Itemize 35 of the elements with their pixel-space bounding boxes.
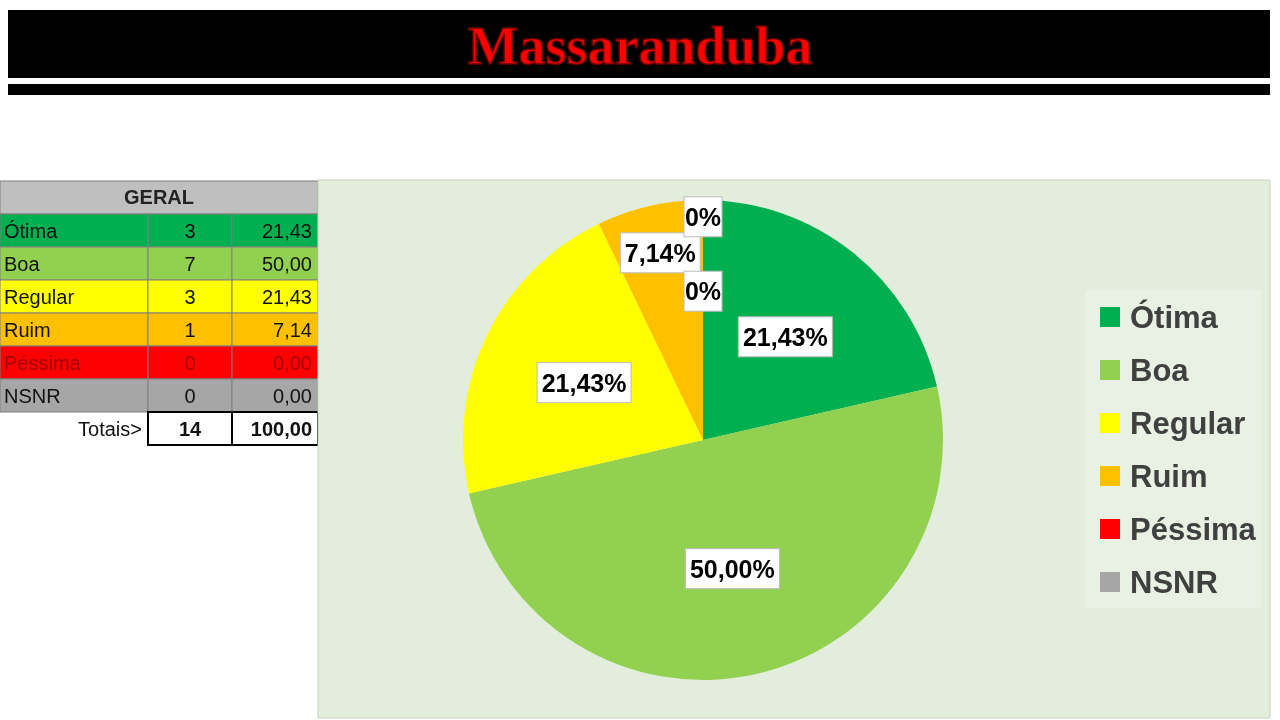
legend-label: Boa: [1130, 353, 1190, 388]
text: GERAL: [124, 186, 194, 208]
text: 0,00: [273, 385, 312, 407]
text: 21,43: [261, 220, 312, 242]
legend-label: Péssima: [1130, 512, 1257, 547]
text: Péssima: [4, 352, 82, 374]
chart-title: Massaranduba: [467, 16, 813, 76]
text: 0: [184, 352, 196, 374]
text: 50,00: [261, 253, 312, 275]
text: 21,43: [261, 286, 312, 308]
legend-label: Ruim: [1130, 459, 1208, 494]
text: 0%: [684, 277, 722, 306]
text: 1: [184, 319, 196, 341]
text: NSNR: [4, 385, 61, 407]
text: Boa: [4, 253, 41, 275]
text: 100,00: [250, 418, 312, 440]
text: 3: [184, 220, 196, 242]
text: 0: [184, 385, 196, 407]
data-label: 21,43%: [541, 368, 627, 397]
text: Regular: [4, 286, 75, 308]
data-label: 50,00%: [689, 554, 775, 583]
text: Totais>: [78, 418, 142, 440]
text: 7,14: [273, 319, 312, 341]
text: 0%: [684, 202, 722, 231]
text: Ruim: [4, 319, 51, 341]
text: 7: [184, 253, 196, 275]
legend-label: NSNR: [1130, 565, 1218, 600]
text: Ótima: [4, 220, 59, 242]
text: 3: [184, 286, 196, 308]
text: 0,00: [273, 352, 312, 374]
legend-label: Regular: [1130, 406, 1246, 441]
text: 14: [178, 418, 202, 440]
data-label: 7,14%: [624, 238, 696, 267]
data-label: 21,43%: [742, 322, 828, 351]
legend-label: Ótima: [1130, 299, 1219, 335]
